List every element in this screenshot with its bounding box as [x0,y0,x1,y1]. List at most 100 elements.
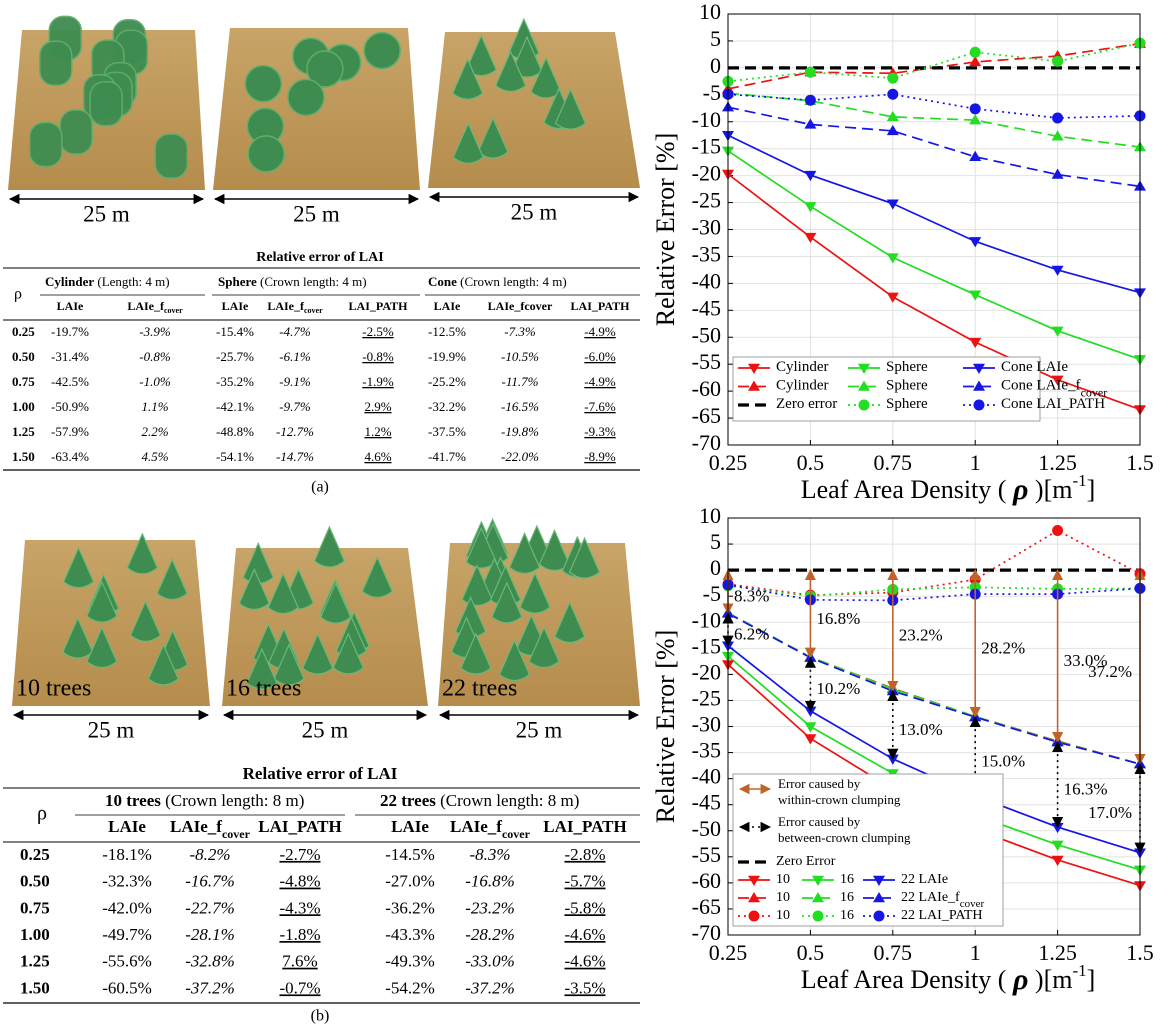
tree-count-label: 22 trees [442,676,517,702]
table-cell: -31.4% [51,349,89,364]
table-cell: -16.8% [465,872,515,891]
y-tick-label: 5 [710,26,721,51]
x-axis-label-part: Leaf Area Density ( [801,965,1013,994]
legend-name: Cone LAI_PATH [1001,396,1105,412]
y-tick-label: -50 [692,322,721,347]
legend-name: 16 [840,908,854,923]
legend-name: 16 [840,890,854,905]
scale-label: 25 m [511,199,558,224]
x-tick-label: 1.25 [1038,450,1077,475]
y-tick-label: -15 [692,633,721,658]
y-tick-label: -60 [692,376,721,401]
legend-name: Sphere [886,396,928,412]
column-header: LAIe [108,817,146,836]
table-cell: -54.1% [216,449,254,464]
legend-label: Zero error [776,396,837,412]
y-tick-label: -25 [692,188,721,213]
chart: -70-65-60-55-50-45-40-35-30-25-20-15-10-… [651,0,1154,506]
legend-name: 22 LAI_PATH [901,908,983,923]
scale-label: 25 m [88,717,135,742]
legend-label: Sphere [886,359,928,375]
y-tick-label: -35 [692,241,721,266]
y-tick-label: -60 [692,868,721,893]
y-tick-label: -55 [692,349,721,374]
table-cell: -63.4% [51,449,89,464]
table-cell: -37.5% [428,424,466,439]
tree-count-label: 16 trees [226,676,301,702]
legend-text: between-crown clumping [778,830,911,845]
legend-label: 10 [776,872,790,887]
legend-name: 10 [776,908,790,923]
column-header: LAIe [391,817,429,836]
x-axis-label-part: )[m [1028,965,1072,994]
legend-name: Sphere [886,359,928,375]
legend-label: Cylinder [776,378,829,394]
y-tick-label: -55 [692,842,721,867]
table-cell: -16.7% [185,872,235,891]
table-cell: -49.7% [102,925,152,944]
row-label: 0.50 [20,872,50,891]
row-label: 1.00 [12,399,35,414]
marker [1052,112,1063,123]
table-cell: -0.8% [362,349,394,364]
legend-name: Sphere [886,378,928,394]
row-label: 0.50 [12,349,35,364]
y-tick-label: -35 [692,738,721,763]
legend-text: Error caused by [778,814,861,829]
table-cell: -2.5% [362,324,394,339]
legend-label: 10 [776,890,790,905]
marker [1052,525,1063,536]
table-cell: -16.5% [501,399,539,414]
table-cell: -8.9% [584,449,616,464]
column-header-text: LAIe_f [170,817,222,836]
legend-text: within-crown clumping [778,792,901,807]
table-cell: -7.3% [504,324,536,339]
annotation-label: 16.3% [1064,780,1108,799]
legend-name: Cone LAIe [1001,359,1068,375]
legend-label: 16 [840,872,854,887]
column-header: LAI_PATH [571,299,631,313]
y-tick-label: -15 [692,134,721,159]
y-tick-label: 0 [710,53,721,78]
legend-name: 22 LAIe [901,872,948,887]
x-tick-label: 1.5 [1126,450,1154,475]
scene: 25 m22 trees [438,519,640,742]
table-cell: -8.3% [469,845,510,864]
tree [288,79,324,115]
table-cell: -57.9% [51,424,89,439]
table-cell: -19.8% [501,424,539,439]
legend-label: Cone LAI_PATH [1001,396,1105,412]
column-header-text: LAI_PATH [543,817,626,836]
y-tick-label: -30 [692,215,721,240]
row-label: 1.25 [20,952,50,971]
table-cell: -1.0% [139,374,171,389]
group-note: (Crown length: 8 m) [436,791,580,810]
marker [805,67,816,78]
table-cell: -55.6% [102,952,152,971]
table-cell: -32.2% [428,399,466,414]
annotation-label: 13.0% [899,720,943,739]
row-label: 1.50 [20,978,50,997]
table-cell: -5.7% [564,872,605,891]
table-cell: -4.3% [279,898,320,917]
table-cell: -12.7% [276,424,314,439]
x-axis-label-part: )[m [1028,475,1072,504]
table-cell: -22.7% [185,898,235,917]
y-tick-label: -45 [692,790,721,815]
table-cell: -28.1% [185,925,235,944]
y-axis-label: Relative Error [%] [651,133,680,326]
legend-label: 16 [840,908,854,923]
x-tick-label: 0.5 [797,450,825,475]
column-header: LAIe [222,299,249,313]
caption: (a) [311,479,329,496]
group-header: Cone (Crown length: 4 m) [428,274,567,289]
scene: 25 m [8,16,205,226]
x-tick-label: 0.25 [709,940,748,965]
tree [155,134,187,178]
table-cell: -4.9% [584,324,616,339]
table-cell: -2.7% [279,845,320,864]
table-cell: -0.7% [279,978,320,997]
table-cell: -14.7% [276,449,314,464]
annotation-label: 16.8% [816,609,860,628]
column-header: LAIe [57,299,84,313]
